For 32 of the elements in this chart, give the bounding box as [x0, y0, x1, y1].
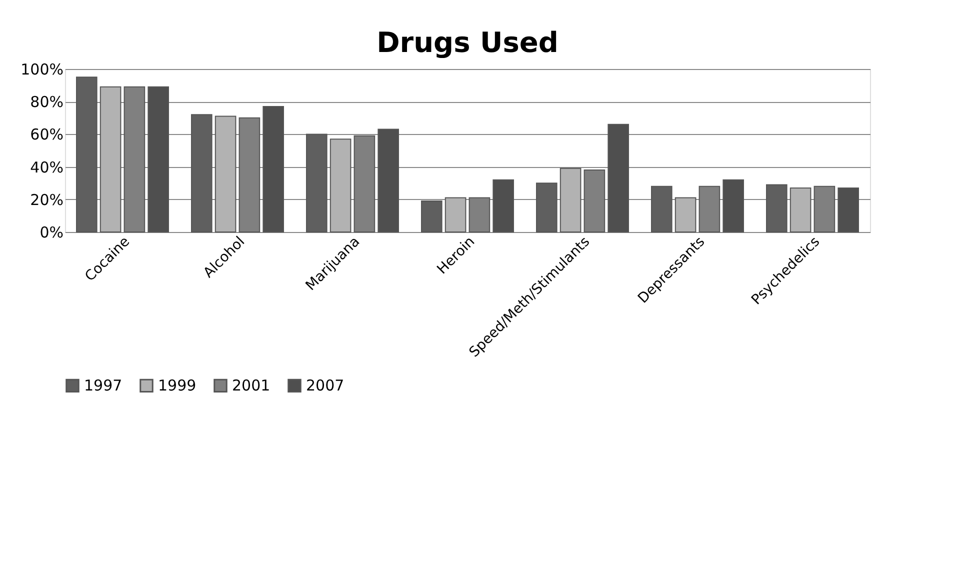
bar — [378, 128, 399, 232]
bar — [262, 106, 284, 232]
y-tick-label: 80% — [30, 93, 64, 112]
bar — [444, 197, 466, 232]
bar — [651, 186, 672, 232]
bar — [838, 187, 859, 232]
bar — [560, 168, 582, 232]
y-tick-label: 100% — [20, 60, 64, 78]
legend-label: 1997 — [84, 376, 122, 395]
bar — [421, 200, 442, 232]
bar — [191, 114, 212, 232]
y-tick-label: 20% — [30, 190, 64, 209]
bar — [306, 134, 328, 232]
legend-label: 2001 — [232, 376, 270, 395]
bar — [608, 124, 629, 232]
legend-label: 1999 — [158, 376, 196, 395]
bar — [722, 179, 744, 232]
bar — [76, 76, 98, 232]
bar — [330, 138, 352, 232]
bar — [214, 116, 236, 232]
bar — [536, 182, 558, 232]
bar — [100, 86, 122, 232]
bar — [790, 187, 812, 232]
bar — [766, 184, 788, 232]
bar — [674, 197, 696, 232]
chart-title: Drugs Used — [376, 26, 558, 59]
bar — [148, 86, 169, 232]
y-tick-label: 40% — [30, 158, 64, 176]
y-tick-label: 0% — [40, 224, 64, 242]
bar — [492, 179, 514, 232]
y-tick-label: 60% — [30, 126, 64, 144]
legend-label: 2007 — [306, 376, 344, 395]
